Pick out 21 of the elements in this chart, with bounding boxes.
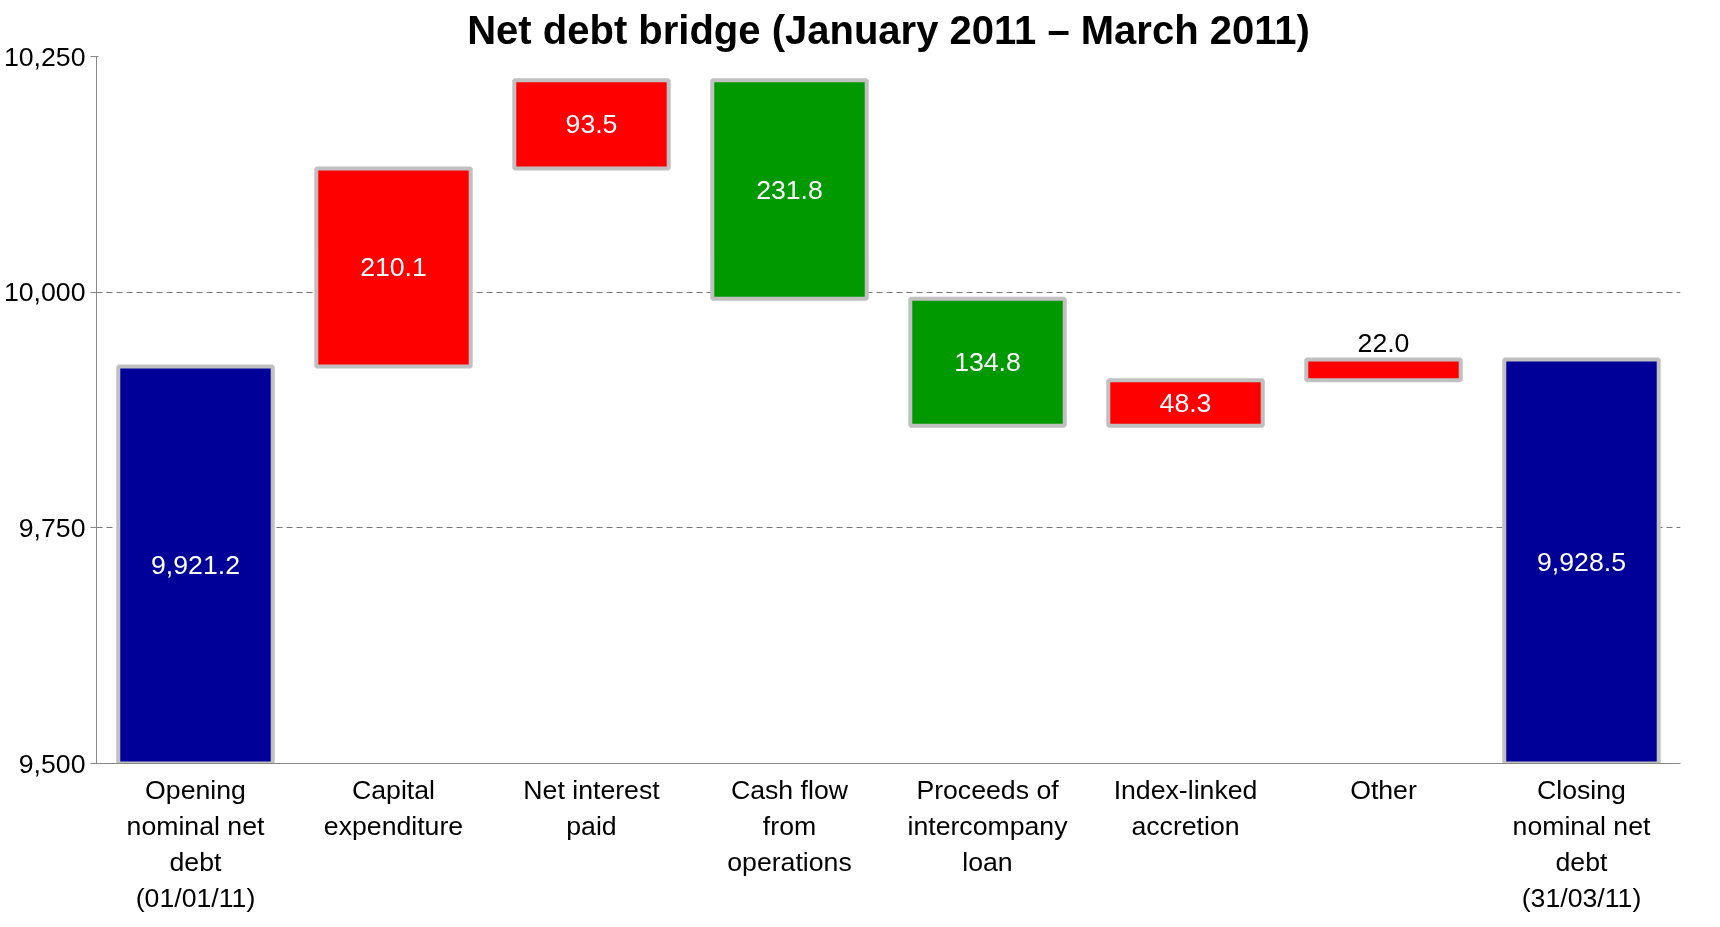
- data-label: 231.8: [756, 174, 823, 205]
- y-tick-label: 10,250: [3, 41, 86, 72]
- y-tick-label: 9,750: [18, 512, 86, 543]
- y-tick-label: 10,000: [3, 277, 86, 308]
- x-tick-label: Proceeds of intercompany loan: [907, 774, 1069, 877]
- x-tick-label: Closing nominal net debt (31/03/11): [1512, 774, 1651, 913]
- x-tick-label: Capital expenditure: [323, 774, 464, 841]
- data-label: 9,921.2: [151, 549, 240, 580]
- chart-title: Net debt bridge (January 2011 – March 2011): [467, 7, 1310, 52]
- data-label: 22.0: [1357, 327, 1410, 358]
- data-label: 210.1: [360, 252, 427, 283]
- data-label: 93.5: [565, 109, 618, 140]
- data-label: 48.3: [1159, 388, 1212, 419]
- x-tick-label: Cash flow from operations: [727, 774, 852, 877]
- data-label: 9,928.5: [1537, 546, 1626, 577]
- x-tick-label: Index-linked accretion: [1113, 774, 1258, 841]
- x-tick-label: Opening nominal net debt (01/01/11): [126, 774, 265, 913]
- data-label: 134.8: [954, 347, 1021, 378]
- x-tick-label: Other: [1350, 774, 1417, 805]
- x-tick-label: Net interest paid: [523, 774, 661, 841]
- y-tick-label: 9,500: [18, 748, 86, 779]
